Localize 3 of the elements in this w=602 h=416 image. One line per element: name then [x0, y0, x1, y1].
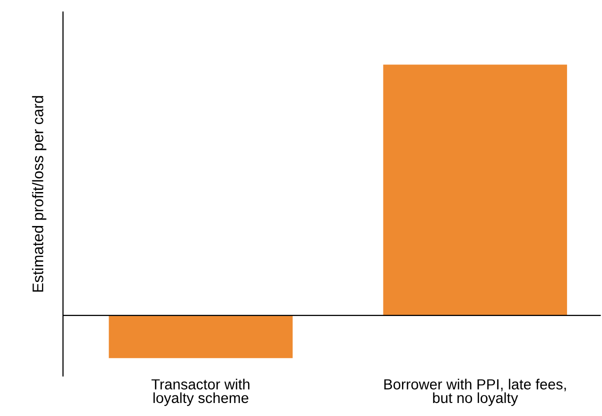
x-tick-label: Transactor with loyalty scheme [152, 378, 250, 406]
x-tick-label: Borrower with PPI, late fees, but no loyalty [384, 378, 566, 406]
y-axis-title: Estimated profit/loss per card [32, 96, 46, 292]
